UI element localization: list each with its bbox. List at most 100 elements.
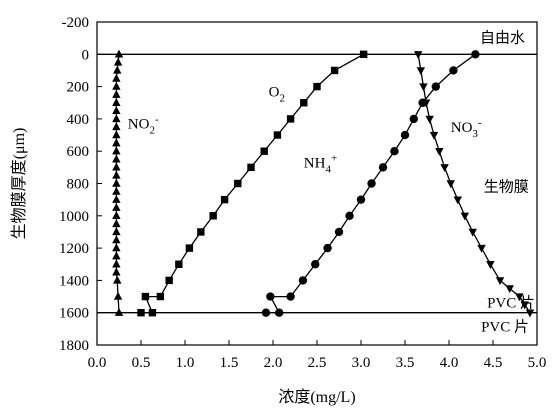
data-point-triangle-up [113,291,123,300]
y-axis: -200 0 200 400 600 800 1000 1200 1400 1600 1800 [59,15,102,354]
series-label-main: NO [451,120,473,136]
data-point-circle [311,260,320,269]
data-point-circle [356,195,366,204]
data-point-square [286,115,295,123]
data-point-triangle-down [421,99,431,108]
data-point-triangle-down [425,115,434,124]
data-point-square [234,179,242,188]
data-point-square [359,50,368,58]
series-layer [112,49,535,318]
data-point-triangle-down [486,261,495,269]
y-tick-label: 1600 [59,306,89,322]
data-point-triangle-down [520,301,529,310]
x-tick-label: 2.0 [264,355,283,371]
series-label-sup: - [155,114,159,126]
data-point-circle [409,114,418,124]
data-point-triangle-down [460,212,470,221]
series-nh4 [261,50,480,317]
data-point-triangle-down [429,131,439,140]
data-point-triangle-up [112,122,121,131]
data-point-square [175,260,183,268]
x-axis: 0.0 0.5 1.0 1.5 2.0 2.5 3.0 3.5 4.0 4.5 5.0 [88,340,546,371]
y-tick-label: 0 [82,47,90,63]
data-point-triangle-up [112,89,121,98]
data-point-triangle-up [112,98,121,106]
x-tick-label: 3.0 [352,355,371,371]
y-tick-label: 1200 [59,241,89,257]
y-tick-label: 600 [67,144,90,160]
x-tick-label: 4.5 [484,355,503,371]
data-point-square [209,212,217,220]
data-point-square [260,147,268,155]
data-point-triangle-up [112,170,121,179]
y-tick-label: 800 [67,177,90,193]
data-point-triangle-up [114,308,124,316]
x-axis-title: 浓度(mg/L) [278,388,355,406]
data-point-triangle-down [440,164,449,173]
data-point-triangle-down [495,277,505,286]
x-tick-label: 0.5 [132,355,151,371]
reference-label-below: PVC 片 [481,319,529,336]
data-point-circle [390,147,399,156]
data-point-triangle-down [477,244,486,253]
data-point-triangle-up [112,203,121,211]
data-point-triangle-up [112,227,121,236]
series-label: NO2- [128,114,159,137]
data-point-triangle-up [112,194,121,203]
data-point-triangle-up [112,138,121,147]
data-point-circle [449,66,458,75]
x-tick-label: 2.5 [308,355,327,371]
data-point-square [185,244,194,252]
data-point-circle [471,50,480,59]
data-point-square [220,195,229,204]
x-tick-label: 1.0 [176,355,195,371]
data-point-circle [431,82,440,91]
series-label: NH4+ [304,152,337,175]
x-tick-label: 4.0 [440,355,459,371]
y-axis-title: 生物膜厚度(μm) [10,128,28,240]
y-tick-label: 400 [67,112,90,128]
reference-label-above: PVC 片 [487,295,535,312]
series-label: O2 [269,84,285,104]
data-point-square [330,66,339,75]
data-point-triangle-down [505,285,514,294]
data-point-triangle-down [414,51,423,59]
data-point-triangle-down [468,228,477,237]
data-point-square [141,292,150,301]
series-o2 [137,50,368,317]
data-point-triangle-down [416,67,426,76]
data-point-square [165,276,173,285]
series-label-sub: 3 [472,128,478,140]
region-label: 生物膜 [484,179,529,196]
data-point-square [313,82,321,91]
data-point-square [273,131,282,139]
data-point-square [300,99,308,107]
data-point-triangle-up [112,130,121,139]
y-tick-label: 1400 [59,273,89,289]
data-point-triangle-up [112,162,121,171]
data-point-circle [345,211,354,220]
series-label-main: O [269,84,280,100]
reference-lines: 自由水 PVC 片 PVC 片 [97,29,537,336]
series-label: NO3- [451,117,482,140]
data-point-triangle-up [112,154,121,163]
data-point-square [137,309,145,317]
data-point-triangle-down [525,309,535,318]
data-point-triangle-up [112,106,121,115]
data-point-triangle-up [112,211,121,219]
y-tick-label: 200 [67,80,90,96]
data-point-triangle-up [112,219,121,228]
series-line [141,53,364,314]
series-label-sub: 2 [149,125,155,137]
series-label-sub: 4 [325,163,331,175]
data-point-triangle-down [515,293,524,302]
data-point-triangle-down [446,180,455,189]
series-label-sup: + [331,152,337,164]
data-point-circle [261,308,271,317]
data-point-square [197,228,205,236]
series-label-sup: - [478,117,482,129]
series-label-main: NO [128,117,150,133]
data-point-circle [274,308,284,317]
series-no2 [112,49,124,316]
